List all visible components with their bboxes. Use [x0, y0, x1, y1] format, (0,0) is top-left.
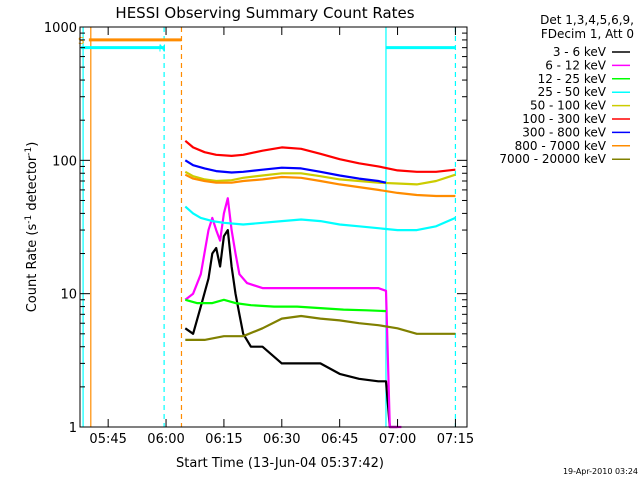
y-axis-label-part1: Count Rate (s: [25, 224, 40, 313]
series-line-3: [184, 205, 456, 232]
y-tick-label-0: 1: [69, 421, 77, 436]
legend-label-4: 50 - 100 keV: [530, 99, 607, 113]
y-axis-label-part2: detector: [25, 155, 40, 215]
plot-frame: [79, 26, 468, 428]
series-line-0: [184, 229, 398, 429]
series-line-5: [184, 139, 456, 173]
legend-label-5: 100 - 300 keV: [522, 112, 606, 126]
series-line-4: [184, 170, 456, 186]
x-tick-label-3: 06:30: [263, 432, 300, 447]
x-tick-label-0: 05:45: [89, 432, 126, 447]
legend-label-7: 800 - 7000 keV: [515, 139, 607, 153]
legend-label-8: 7000 - 20000 keV: [499, 152, 606, 166]
y-tick-label-2: 100: [52, 154, 77, 169]
legend-label-6: 300 - 800 keV: [522, 125, 606, 139]
annotation-0: N: [158, 44, 165, 55]
y-axis-label-sup1: -1: [24, 215, 34, 224]
series-line-1: [184, 197, 402, 429]
legend-label-1: 6 - 12 keV: [545, 58, 607, 72]
timestamp-label: 19-Apr-2010 03:24: [563, 467, 638, 476]
series-line-2: [184, 298, 387, 313]
y-axis-label-sup2: -1: [24, 147, 34, 156]
chart-axes: 05:45 06:00 06:15 06:30 06:45 07:00 07:15 1 10 10…: [44, 21, 474, 447]
series-line-6: [184, 159, 387, 184]
legend-label-2: 12 - 25 keV: [538, 72, 607, 86]
series-line-7: [184, 173, 456, 198]
legend-label-0: 3 - 6 keV: [553, 45, 607, 59]
y-tick-label-3: 1000: [44, 21, 77, 36]
x-tick-label-2: 06:15: [205, 432, 242, 447]
legend-label-3: 25 - 50 keV: [538, 85, 607, 99]
y-axis-label: Count Rate (s-1 detector-1): [24, 142, 40, 313]
legend-header-line2: FDecim 1, Att 0: [541, 27, 634, 41]
x-axis-label: Start Time (13-Jun-04 05:37:42): [176, 456, 384, 471]
x-tick-label-6: 07:15: [437, 432, 474, 447]
x-tick-label-5: 07:00: [379, 432, 416, 447]
series-line-8: [185, 314, 456, 341]
x-tick-label-1: 06:00: [147, 432, 184, 447]
x-tick-label-4: 06:45: [321, 432, 358, 447]
y-axis-label-part3: ): [25, 142, 40, 147]
annotation-1: S: [78, 36, 84, 47]
legend-header-line1: Det 1,3,4,5,6,9,: [540, 13, 634, 27]
y-tick-label-1: 10: [60, 288, 77, 303]
chart-marks: NS: [78, 27, 457, 429]
chart-title: HESSI Observing Summary Count Rates: [115, 4, 414, 22]
